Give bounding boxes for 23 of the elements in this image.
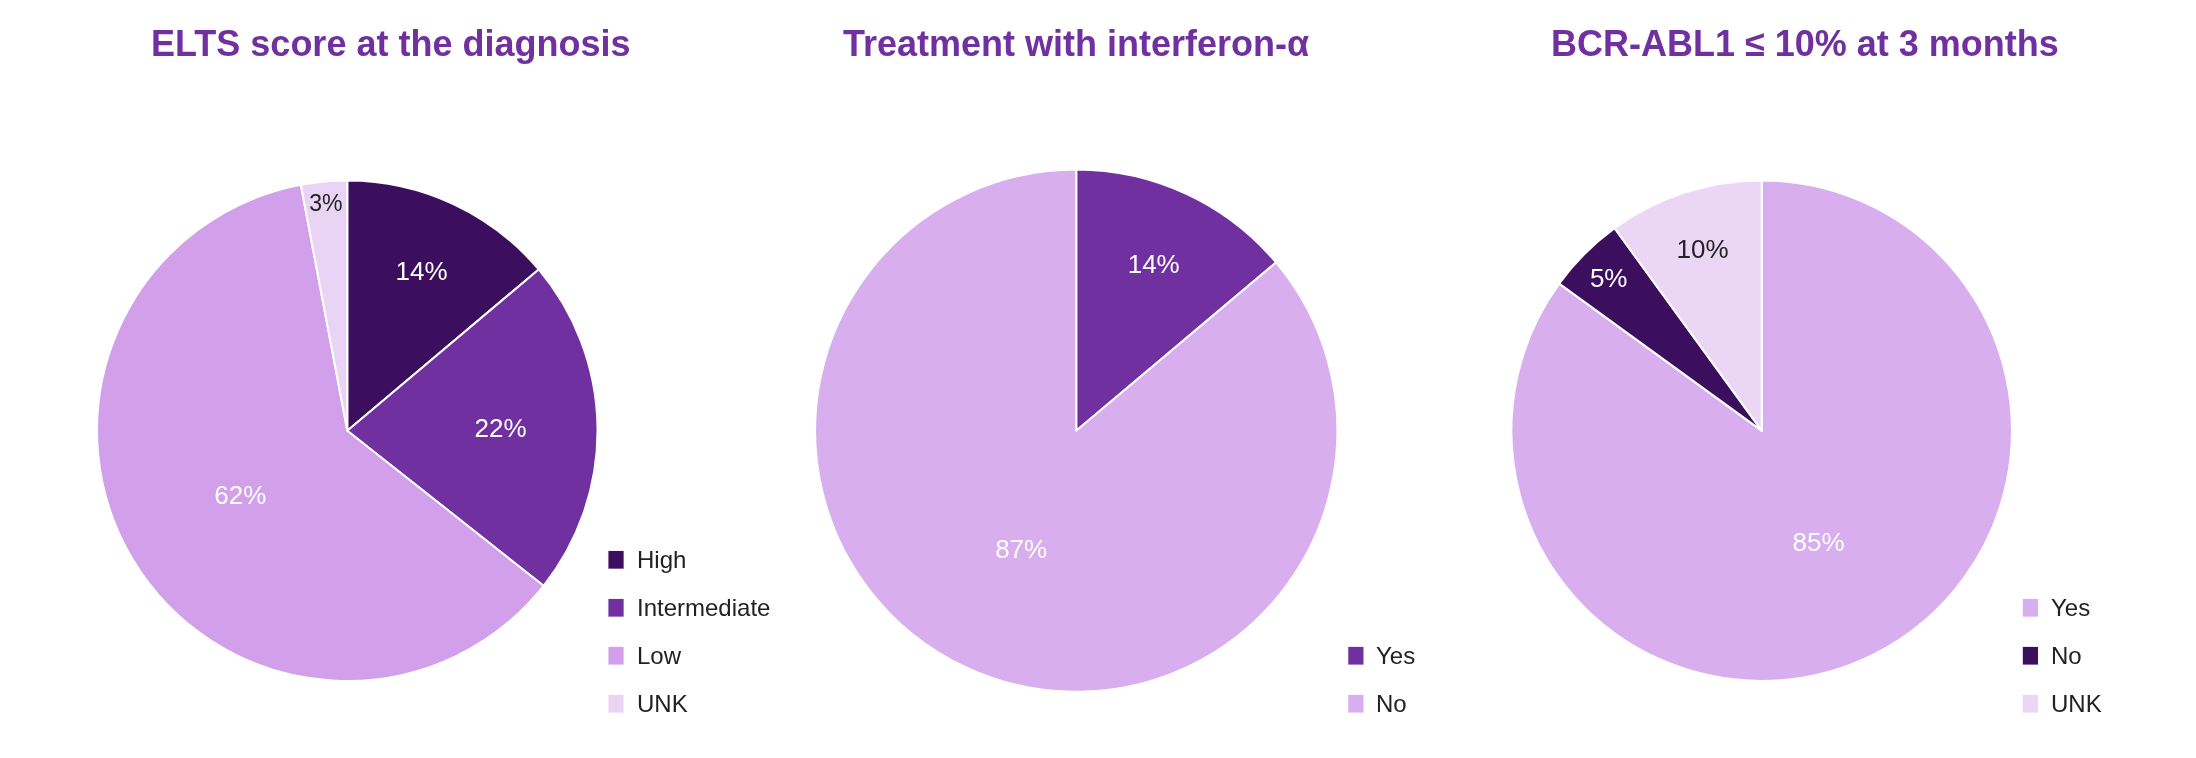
chart-title: Treatment with interferon-α — [843, 23, 1310, 64]
legend-label: UNK — [2051, 690, 2102, 717]
data-label: 22% — [474, 413, 527, 444]
legend-label: No — [2051, 642, 2082, 669]
data-label: 10% — [1676, 233, 1729, 264]
chart-title: BCR-ABL1 ≤ 10% at 3 months — [1551, 23, 2059, 64]
data-label: 5% — [1589, 262, 1628, 293]
pie-slice — [1510, 179, 2013, 682]
legend-label: No — [1376, 690, 1407, 717]
legend-label: Yes — [1376, 642, 1416, 669]
legend-label: Intermediate — [637, 594, 771, 621]
data-label: 87% — [995, 534, 1048, 565]
pie-slice — [814, 168, 1338, 693]
legend-label: Low — [637, 642, 682, 669]
legend-label: UNK — [637, 690, 688, 717]
legend-label: Yes — [2051, 594, 2091, 621]
data-label: 85% — [1792, 527, 1845, 558]
chart-title: ELTS score at the diagnosis — [151, 23, 631, 64]
data-label: 3% — [309, 189, 343, 216]
data-label: 62% — [214, 480, 267, 511]
legend-label: High — [637, 546, 687, 573]
data-label: 14% — [395, 256, 448, 287]
data-label: 14% — [1127, 249, 1180, 280]
